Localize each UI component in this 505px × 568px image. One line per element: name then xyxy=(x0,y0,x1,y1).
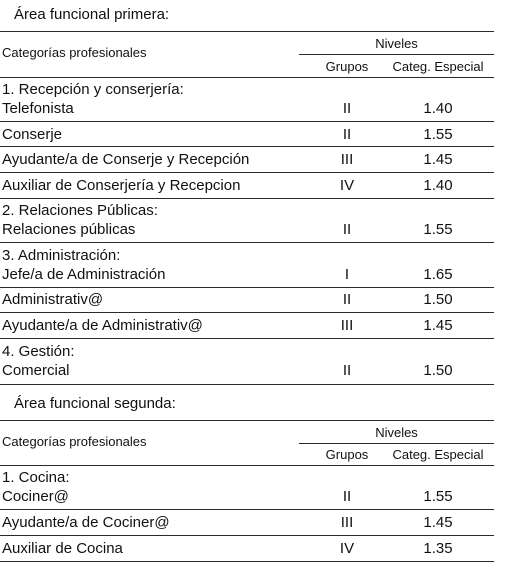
row-group-ayudante-cocinero: III xyxy=(340,514,354,531)
table2-header-special: Categ. Especial xyxy=(392,447,484,462)
table1-header-categories: Categorías profesionales xyxy=(2,45,147,60)
table1-row-rule xyxy=(0,312,494,313)
table1-row-rule xyxy=(0,146,494,147)
row-name-administrativo: Administrativ@ xyxy=(2,291,104,308)
table2-row-rule xyxy=(0,535,494,536)
table1-row-rule xyxy=(0,198,494,199)
row-name-jefe-admin: Jefe/a de Administración xyxy=(2,266,166,283)
section-title-recepcion: 1. Recepción y conserjería: xyxy=(2,81,184,98)
table1-header-rule xyxy=(0,77,494,78)
table1-top-rule xyxy=(0,31,494,32)
table2-row-rule xyxy=(0,509,494,510)
area1-title: Área funcional primera: xyxy=(14,6,170,23)
row-group-cocinero: II xyxy=(342,488,352,505)
row-name-cocinero: Cociner@ xyxy=(2,488,69,505)
row-group-conserje: II xyxy=(342,126,352,143)
row-special-comercial: 1.50 xyxy=(423,362,453,379)
row-group-relaciones-publicas: II xyxy=(342,221,352,238)
table1-bottom-rule xyxy=(0,384,494,385)
table2-levels-rule xyxy=(299,443,494,444)
section-title-gestion: 4. Gestión: xyxy=(2,343,75,360)
table1-row-rule xyxy=(0,338,494,339)
row-name-auxiliar-cocina: Auxiliar de Cocina xyxy=(2,540,123,557)
table1-levels-rule xyxy=(299,54,494,55)
row-special-auxiliar-conserjeria: 1.40 xyxy=(423,177,453,194)
section-title-cocina: 1. Cocina: xyxy=(2,469,70,486)
row-name-ayudante-cocinero: Ayudante/a de Cociner@ xyxy=(2,514,170,531)
row-special-ayudante-cocinero: 1.45 xyxy=(423,514,453,531)
table1-row-rule xyxy=(0,121,494,122)
row-name-auxiliar-conserjeria: Auxiliar de Conserjería y Recepcion xyxy=(2,177,241,194)
area2-title: Área funcional segunda: xyxy=(14,395,176,412)
row-special-telefonista: 1.40 xyxy=(423,100,453,117)
row-special-auxiliar-cocina: 1.35 xyxy=(423,540,453,557)
table2-header-levels: Niveles xyxy=(375,425,418,440)
row-group-ayudante-admin: III xyxy=(340,317,354,334)
table2-header-rule xyxy=(0,465,494,466)
table1-row-rule xyxy=(0,172,494,173)
table2-header-groups: Grupos xyxy=(325,447,369,462)
table1-header-special: Categ. Especial xyxy=(392,59,484,74)
row-special-ayudante-conserje: 1.45 xyxy=(423,151,453,168)
section-title-relaciones: 2. Relaciones Públicas: xyxy=(2,202,158,219)
table1-row-rule xyxy=(0,287,494,288)
row-name-relaciones-publicas: Relaciones públicas xyxy=(2,221,136,238)
table1-row-rule xyxy=(0,242,494,243)
row-group-comercial: II xyxy=(342,362,352,379)
row-special-conserje: 1.55 xyxy=(423,126,453,143)
section-title-administracion: 3. Administración: xyxy=(2,247,121,264)
row-special-relaciones-publicas: 1.55 xyxy=(423,221,453,238)
table2-bottom-rule xyxy=(0,561,494,562)
row-name-conserje: Conserje xyxy=(2,126,63,143)
row-special-administrativo: 1.50 xyxy=(423,291,453,308)
row-group-auxiliar-conserjeria: IV xyxy=(339,177,355,194)
row-special-jefe-admin: 1.65 xyxy=(423,266,453,283)
row-name-ayudante-conserje: Ayudante/a de Conserje y Recepción xyxy=(2,151,250,168)
row-group-telefonista: II xyxy=(342,100,352,117)
row-group-jefe-admin: I xyxy=(344,266,350,283)
row-special-cocinero: 1.55 xyxy=(423,488,453,505)
row-name-ayudante-admin: Ayudante/a de Administrativ@ xyxy=(2,317,203,334)
table2-top-rule xyxy=(0,420,494,421)
row-group-auxiliar-cocina: IV xyxy=(339,540,355,557)
row-group-administrativo: II xyxy=(342,291,352,308)
table1-header-groups: Grupos xyxy=(325,59,369,74)
row-group-ayudante-conserje: III xyxy=(340,151,354,168)
row-special-ayudante-admin: 1.45 xyxy=(423,317,453,334)
row-name-telefonista: Telefonista xyxy=(2,100,74,117)
table2-header-categories: Categorías profesionales xyxy=(2,434,147,449)
row-name-comercial: Comercial xyxy=(2,362,70,379)
table1-header-levels: Niveles xyxy=(375,36,418,51)
